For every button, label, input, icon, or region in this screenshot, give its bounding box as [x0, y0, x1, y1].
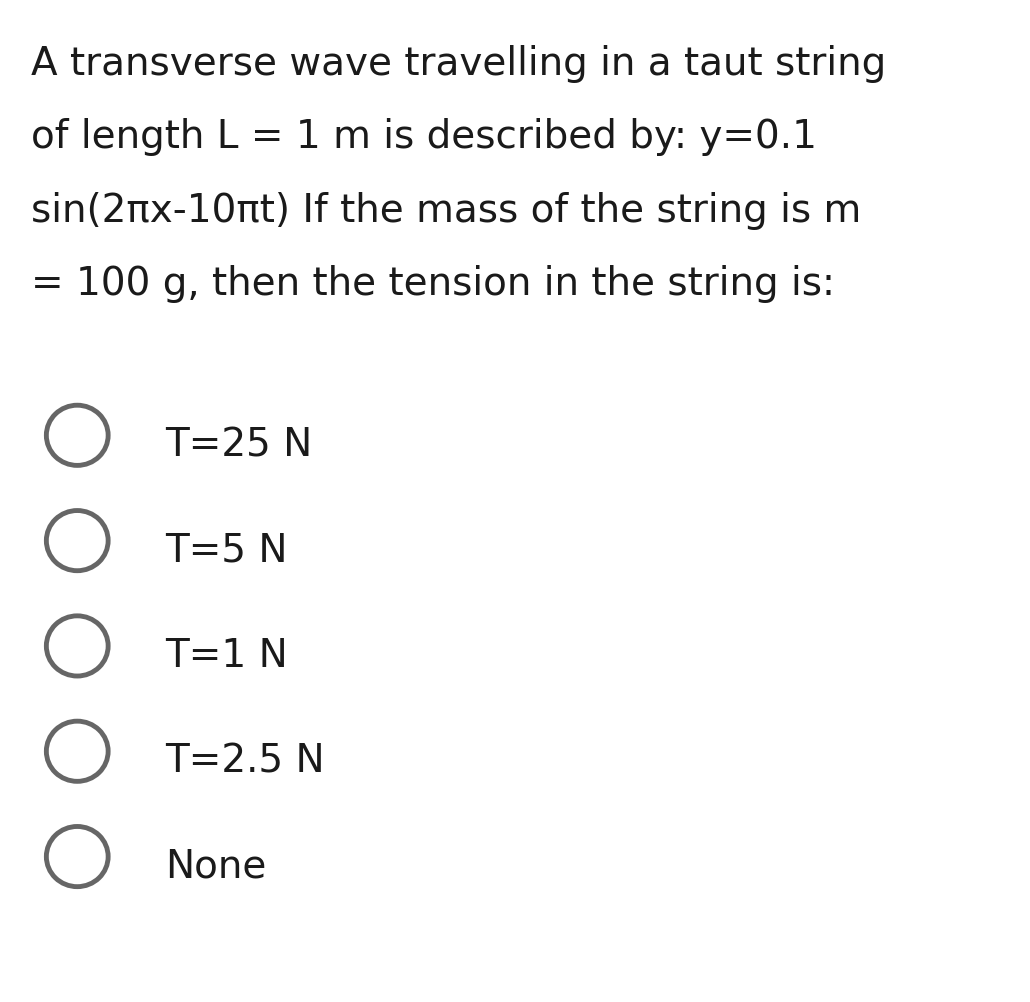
Text: A transverse wave travelling in a taut string: A transverse wave travelling in a taut s…: [31, 45, 886, 83]
Text: sin(2πx-10πt) If the mass of the string is m: sin(2πx-10πt) If the mass of the string …: [31, 191, 861, 229]
Text: of length L = 1 m is described by: y=0.1: of length L = 1 m is described by: y=0.1: [31, 118, 817, 156]
Text: None: None: [165, 847, 266, 885]
Text: = 100 g, then the tension in the string is:: = 100 g, then the tension in the string …: [31, 265, 835, 303]
Text: T=5 N: T=5 N: [165, 531, 287, 569]
Text: T=1 N: T=1 N: [165, 636, 287, 674]
Text: T=2.5 N: T=2.5 N: [165, 741, 324, 780]
Text: T=25 N: T=25 N: [165, 426, 312, 464]
